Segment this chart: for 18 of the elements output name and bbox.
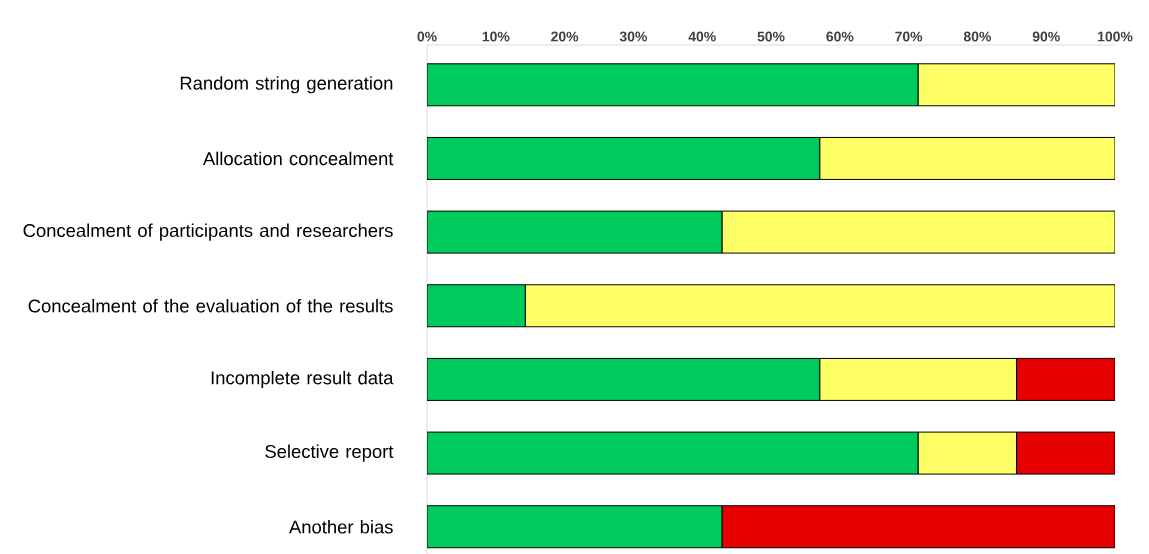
y-tick-label: Incomplete result data (211, 370, 394, 389)
y-tick-label: Another bias (289, 519, 393, 534)
y-tick-label: Concealment of participants and researchers (23, 223, 393, 241)
x-tick-label: 30% (619, 31, 647, 42)
x-tick-label: 0% (417, 31, 437, 42)
x-tick-label: 20% (551, 31, 579, 42)
x-tick-label: 60% (826, 31, 854, 42)
y-tick-label: Concealment of the evaluation of the results (28, 298, 393, 313)
x-tick-label: 10% (482, 31, 510, 42)
x-tick-label: 70% (895, 31, 923, 42)
x-tick-label: 80% (963, 31, 991, 42)
y-tick-label: Allocation concealment (202, 151, 394, 166)
x-tick-label: 90% (1032, 31, 1060, 42)
y-tick-label: Random string generation (180, 76, 393, 94)
y-tick-label: Selective report (265, 444, 394, 462)
x-tick-label: 50% (757, 31, 785, 42)
x-tick-label: 100% (1098, 31, 1133, 42)
x-tick-label: 40% (688, 31, 716, 42)
